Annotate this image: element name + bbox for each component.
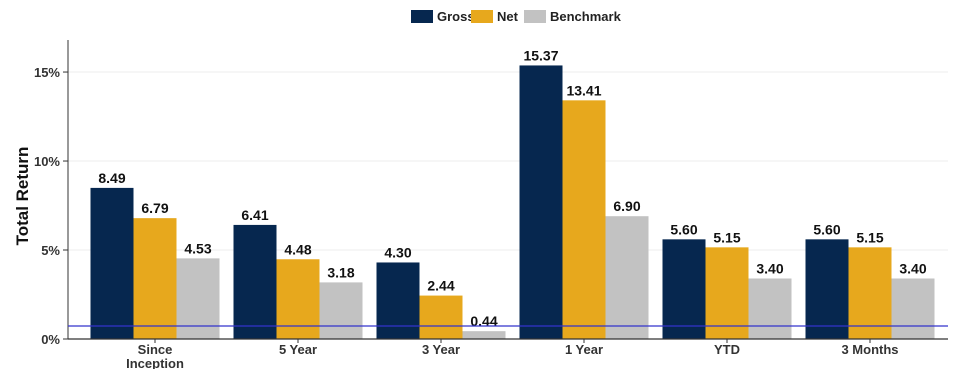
bar-benchmark: [176, 258, 220, 339]
bar-net: [562, 100, 606, 340]
data-labels: 8.49 6.79 4.53 6.41 4.48 3.18 4.30 2.44 0.44 15.3…: [98, 47, 926, 329]
axes: [67, 40, 948, 340]
legend-swatch: [524, 10, 546, 23]
data-label: 2.44: [427, 278, 454, 294]
bar-benchmark: [891, 278, 935, 339]
bar-benchmark: [462, 331, 506, 339]
x-tick-label: Since Inception: [126, 342, 184, 369]
y-tick-label: 0%: [41, 332, 60, 347]
bar-benchmark: [748, 278, 792, 339]
bar-gross: [376, 262, 420, 339]
data-label: 6.79: [141, 200, 168, 216]
legend-item-gross: Gross: [411, 9, 475, 24]
bar-net: [705, 247, 749, 339]
bars: [90, 65, 935, 340]
x-tick-label: 3 Year: [422, 342, 460, 357]
bar-gross: [90, 187, 134, 339]
y-tick-label: 15%: [34, 65, 60, 80]
y-tick-label: 5%: [41, 243, 60, 258]
data-label: 6.90: [613, 198, 640, 214]
data-label: 6.41: [241, 207, 268, 223]
y-axis-label: Total Return: [13, 147, 32, 246]
data-label: 3.40: [899, 260, 926, 276]
data-label: 0.44: [470, 313, 497, 329]
bar-gross: [662, 239, 706, 339]
data-label: 4.48: [284, 241, 311, 257]
bar-gross: [233, 224, 277, 339]
bar-gross: [519, 65, 563, 339]
bar-net: [848, 247, 892, 339]
legend-label: Benchmark: [550, 9, 622, 24]
data-label: 8.49: [98, 170, 125, 186]
data-label: 5.15: [713, 229, 740, 245]
y-axis-ticks: 0% 5% 10% 15%: [34, 65, 68, 347]
bar-benchmark: [605, 216, 649, 339]
legend: Gross Net Benchmark: [411, 9, 622, 24]
data-label: 3.40: [756, 260, 783, 276]
legend-swatch: [471, 10, 493, 23]
data-label: 4.30: [384, 244, 411, 260]
bar-net: [276, 259, 320, 339]
x-tick-label: 3 Months: [841, 342, 898, 357]
gridlines: [68, 71, 948, 251]
x-tick-label: 5 Year: [279, 342, 317, 357]
legend-label: Gross: [437, 9, 475, 24]
data-label: 5.60: [670, 221, 697, 237]
data-label: 4.53: [184, 240, 211, 256]
bar-net: [133, 218, 177, 339]
data-label: 13.41: [566, 82, 601, 98]
legend-swatch: [411, 10, 433, 23]
bar-net: [419, 295, 463, 339]
data-label: 15.37: [523, 47, 558, 63]
bar-benchmark: [319, 282, 363, 339]
legend-item-net: Net: [471, 9, 519, 24]
y-tick-label: 10%: [34, 154, 60, 169]
x-tick-label: YTD: [714, 342, 740, 357]
data-label: 3.18: [327, 264, 354, 280]
data-label: 5.60: [813, 221, 840, 237]
legend-label: Net: [497, 9, 519, 24]
legend-item-benchmark: Benchmark: [524, 9, 622, 24]
bar-gross: [805, 239, 849, 339]
x-axis-ticks: Since Inception 5 Year 3 Year 1 Year YTD 3 Mon…: [126, 339, 899, 369]
x-tick-label: 1 Year: [565, 342, 603, 357]
data-label: 5.15: [856, 229, 883, 245]
